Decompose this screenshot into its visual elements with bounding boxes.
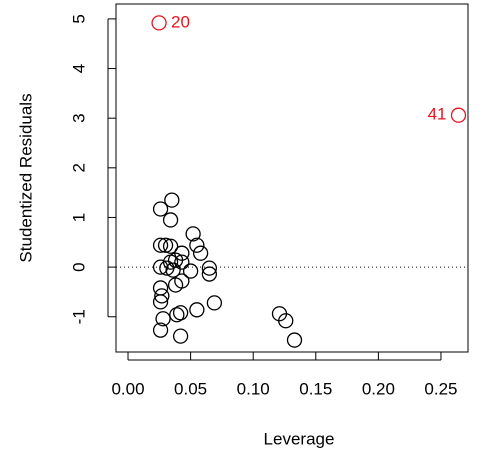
point-label: 20 bbox=[171, 12, 190, 31]
point bbox=[167, 277, 184, 293]
y-tick-label: 5 bbox=[69, 14, 88, 23]
point bbox=[206, 295, 223, 311]
point bbox=[154, 288, 170, 304]
point bbox=[201, 260, 218, 276]
y-tick-label: 2 bbox=[69, 163, 88, 172]
y-tick-label: -1 bbox=[69, 309, 88, 324]
point bbox=[152, 322, 169, 338]
point bbox=[152, 294, 169, 310]
point bbox=[278, 313, 294, 329]
point bbox=[189, 302, 205, 318]
y-tick-label: 4 bbox=[69, 64, 88, 73]
point bbox=[152, 259, 169, 275]
x-tick-label: 0.25 bbox=[424, 379, 457, 398]
y-tick-label: 1 bbox=[69, 213, 88, 222]
plot-box bbox=[115, 3, 469, 353]
x-tick-label: 0.15 bbox=[299, 379, 332, 398]
point bbox=[172, 328, 189, 344]
point bbox=[172, 305, 189, 321]
y-tick-label: 3 bbox=[69, 113, 88, 122]
x-tick-label: 0.10 bbox=[237, 379, 270, 398]
point bbox=[165, 262, 181, 278]
point bbox=[162, 238, 179, 254]
point bbox=[152, 201, 169, 217]
point bbox=[152, 237, 169, 253]
point bbox=[151, 15, 167, 31]
point bbox=[164, 192, 180, 208]
point bbox=[450, 107, 467, 123]
x-axis-label: Leverage bbox=[264, 429, 335, 448]
point-label: 41 bbox=[428, 105, 447, 124]
point bbox=[155, 311, 171, 327]
y-tick-label: 0 bbox=[69, 262, 88, 271]
point bbox=[169, 307, 185, 323]
x-tick-label: 0.20 bbox=[362, 379, 395, 398]
point bbox=[185, 226, 201, 242]
point bbox=[174, 254, 190, 270]
point bbox=[159, 260, 175, 276]
point bbox=[182, 263, 199, 279]
point bbox=[189, 237, 205, 253]
point bbox=[192, 245, 209, 261]
point bbox=[201, 266, 218, 282]
x-tick-label: 0.00 bbox=[111, 379, 144, 398]
y-axis-label: Studentized Residuals bbox=[16, 93, 35, 262]
point bbox=[286, 332, 303, 348]
point bbox=[162, 212, 179, 228]
point bbox=[157, 237, 174, 253]
x-tick-label: 0.05 bbox=[174, 379, 207, 398]
